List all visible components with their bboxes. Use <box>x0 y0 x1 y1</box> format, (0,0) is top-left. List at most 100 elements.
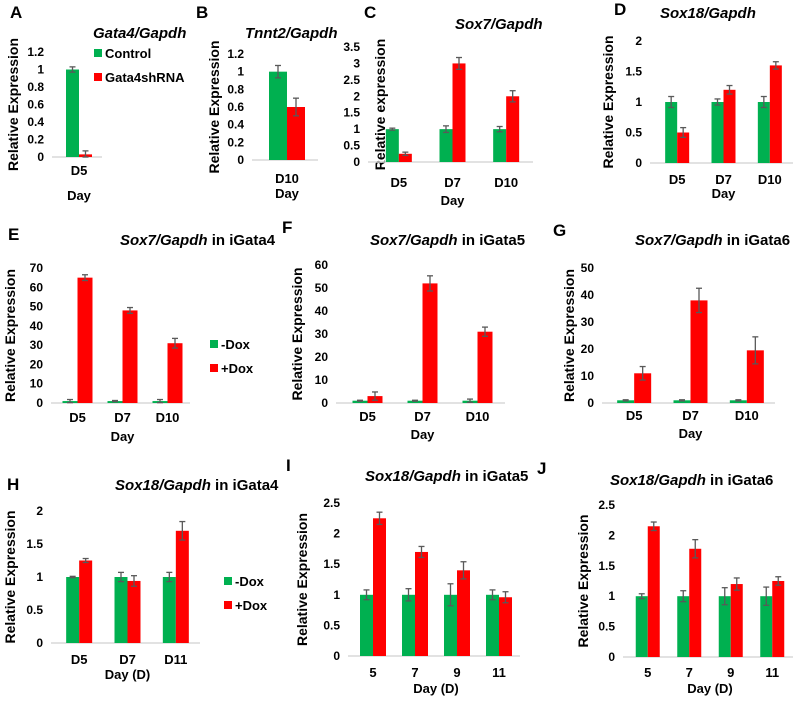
bar-control-d10 <box>757 102 770 163</box>
y-tick-label: 0 <box>36 396 43 410</box>
y-tick-label: 0 <box>587 396 594 410</box>
error-bar <box>680 126 687 139</box>
bar-control-d5 <box>66 69 79 157</box>
panel-j: J Sox18/Gapdh in iGata6 Relative Expressio… <box>537 459 793 696</box>
y-axis-label: Relative Expression <box>206 40 222 173</box>
y-tick-label: 3.5 <box>343 40 360 54</box>
x-tick-label: 9 <box>727 665 734 680</box>
y-tick-label: 40 <box>581 288 595 302</box>
error-bar <box>752 336 759 365</box>
bar--dox-5 <box>647 526 660 657</box>
bar--dox-d11 <box>175 530 189 643</box>
bar--dox-d5 <box>66 577 80 643</box>
x-axis-label: Day <box>275 186 300 201</box>
y-tick-label: 0 <box>353 155 360 169</box>
error-bar <box>357 399 363 402</box>
y-tick-label: 2 <box>608 528 615 542</box>
bar-gata4shrna-d7 <box>452 63 466 162</box>
error-bar <box>668 95 675 109</box>
legend: -Dox +Dox <box>210 337 254 376</box>
y-tick-label: 0.2 <box>27 133 44 147</box>
title-gene-ratio: Sox7/Gapdh <box>120 232 208 249</box>
bar--dox-d5 <box>352 400 368 403</box>
x-tick-label: 11 <box>492 665 506 680</box>
panel-letter: J <box>537 459 546 478</box>
error-bar <box>179 520 186 541</box>
x-tick-label: D7 <box>444 175 461 190</box>
panel-letter: I <box>286 456 291 475</box>
y-tick-label: 0.5 <box>625 126 642 140</box>
error-bar <box>733 577 740 591</box>
chart-title: Sox18/Gapdh <box>660 5 756 22</box>
error-bar <box>389 127 396 131</box>
bar-control-d5 <box>385 129 399 162</box>
error-bar <box>721 587 728 606</box>
x-tick-label: D11 <box>164 652 187 667</box>
y-tick-label: 50 <box>581 261 595 275</box>
panel-letter: G <box>553 221 566 240</box>
error-bar <box>69 66 76 73</box>
error-bar <box>456 56 462 70</box>
y-tick-label: 1 <box>608 589 615 603</box>
bar-control-d5 <box>665 102 678 163</box>
panel-g: G Sox7/Gapdh in iGata6 Relative Expression… <box>553 221 790 441</box>
x-tick-label: D5 <box>359 409 376 424</box>
x-tick-label: 9 <box>453 665 460 680</box>
y-axis-label: Relative Expression <box>600 35 616 168</box>
chart-title: Sox18/Gapdh in iGata6 <box>610 472 773 489</box>
title-gene-ratio: Sox7/Gapdh <box>635 232 723 249</box>
error-bar <box>405 588 412 602</box>
y-tick-label: 30 <box>581 315 595 329</box>
y-tick-label: 1.5 <box>598 559 615 573</box>
bar--dox-11 <box>499 597 512 656</box>
x-tick-label: 7 <box>411 665 418 680</box>
error-bar <box>82 150 89 158</box>
bar--dox-d10 <box>167 343 183 403</box>
panel-letter: B <box>196 3 208 22</box>
x-tick-label: D5 <box>71 163 88 178</box>
error-bar <box>157 398 163 404</box>
y-tick-label: 1 <box>37 63 44 77</box>
legend-label: +Dox <box>235 598 268 613</box>
error-bar <box>293 97 299 117</box>
x-axis-label: Day (D) <box>413 681 459 696</box>
title-suffix: in iGata6 <box>706 472 774 489</box>
y-tick-label: 1 <box>237 65 244 79</box>
title-gene-ratio: Sox18/Gapdh <box>660 5 756 22</box>
x-tick-label: D5 <box>69 410 86 425</box>
legend-swatch-green <box>210 340 218 348</box>
error-bar <box>496 125 503 133</box>
y-tick-label: 2 <box>36 504 43 518</box>
y-tick-label: 0.8 <box>27 80 44 94</box>
title-gene-ratio: Sox7/Gapdh <box>370 232 458 249</box>
error-bar <box>735 399 742 402</box>
y-tick-label: 50 <box>315 281 329 295</box>
error-bar <box>82 274 88 282</box>
x-tick-label: D10 <box>466 409 490 424</box>
error-bar <box>131 575 137 587</box>
x-tick-label: D5 <box>391 175 408 190</box>
y-tick-label: 0.5 <box>26 603 43 617</box>
x-axis-label: Day <box>679 426 704 441</box>
bar--dox-d7 <box>122 310 138 403</box>
legend-swatch-green <box>94 49 102 57</box>
bar--dox-d5 <box>79 560 93 643</box>
x-axis-label: Day <box>111 429 136 444</box>
bar-gata4shrna-d10 <box>769 65 782 163</box>
bar--dox-d7 <box>673 400 691 403</box>
y-tick-label: 2 <box>333 527 340 541</box>
bar--dox-7 <box>689 548 702 657</box>
error-bar <box>509 90 516 103</box>
y-tick-label: 20 <box>315 350 329 364</box>
chart-title: Sox7/Gapdh in iGata6 <box>635 232 790 249</box>
x-axis-label: Day <box>441 193 466 208</box>
chart-title: Tnnt2/Gapdh <box>245 25 338 42</box>
error-bar <box>372 391 378 401</box>
y-tick-label: 0.8 <box>227 82 244 96</box>
legend-label: -Dox <box>235 574 265 589</box>
x-tick-label: 5 <box>644 665 651 680</box>
bar--dox-d5 <box>634 373 652 403</box>
title-suffix: in iGata4 <box>208 232 276 249</box>
bar--dox-d7 <box>127 580 141 643</box>
bar-gata4shrna-d10 <box>506 96 520 162</box>
